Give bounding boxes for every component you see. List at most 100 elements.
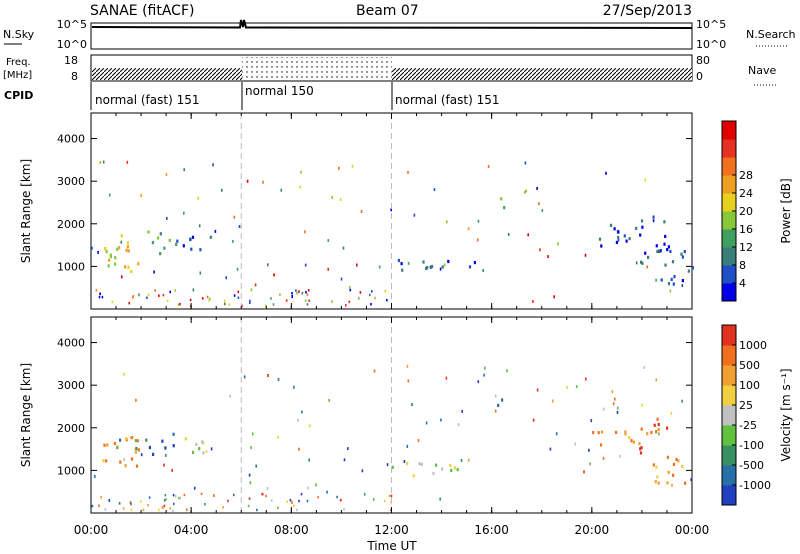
power-cell (349, 288, 352, 292)
freq-label-2: [MHz] (3, 70, 32, 81)
velocity-cell (638, 442, 641, 446)
velocity-cell (457, 423, 460, 427)
power-cell (128, 301, 131, 305)
power-cell (166, 216, 168, 220)
velocity-cell (666, 426, 669, 430)
velocity-cell (229, 394, 231, 398)
power-cell (345, 304, 347, 307)
velocity-cell (612, 402, 615, 406)
power-cell (273, 273, 275, 277)
velocity-cell (658, 432, 660, 436)
power-cell (647, 255, 650, 259)
velocity-cell (130, 435, 133, 440)
velocity-cell (249, 481, 252, 485)
power-cell (224, 302, 226, 306)
power-cell (179, 302, 181, 306)
power-cell (425, 266, 428, 270)
velocity-cell (195, 442, 198, 446)
power-cell (183, 211, 185, 215)
power-cell (241, 304, 243, 307)
velocity-cell (152, 452, 155, 456)
velocity-cell (200, 492, 203, 496)
velocity-y-tick-label: 2000 (57, 422, 85, 435)
power-colorbar-swatch (722, 247, 736, 266)
velocity-cell (555, 432, 558, 436)
power-cell (541, 209, 544, 212)
velocity-cell (135, 398, 137, 402)
power-cell (272, 303, 275, 306)
power-cell (641, 261, 644, 265)
velocity-cell (227, 499, 229, 503)
power-cell (400, 262, 403, 266)
plot-title: SANAE (fitACF) (90, 3, 194, 19)
power-cell (617, 238, 620, 242)
velocity-cell (450, 468, 453, 472)
power-cell (687, 269, 690, 273)
power-cell (503, 206, 506, 210)
velocity-cell (420, 462, 423, 466)
velocity-cell (361, 469, 364, 473)
power-cell (124, 265, 127, 269)
power-cell (140, 193, 142, 197)
velocity-cell (98, 504, 100, 507)
velocity-y-ticks: 1000 2000 3000 4000 (57, 337, 692, 477)
power-cell (101, 295, 104, 299)
power-cell (667, 282, 671, 286)
velocity-cell (286, 500, 288, 503)
velocity-cell (343, 458, 346, 462)
velocity-cell (599, 443, 603, 447)
velocity-cell (614, 397, 616, 401)
power-cell (660, 278, 663, 282)
velocity-cell (391, 465, 394, 469)
power-cell (176, 239, 179, 243)
power-cell (126, 160, 129, 164)
power-cell (225, 276, 227, 280)
velocity-cell (296, 508, 298, 512)
velocity-cell (119, 460, 122, 464)
velocity-cell (445, 376, 448, 380)
velocity-cell (328, 398, 330, 402)
velocity-cell (91, 504, 94, 508)
velocity-cell (267, 374, 269, 377)
velocity-cell (270, 499, 273, 502)
velocity-cell (441, 467, 444, 471)
power-cell (429, 265, 432, 269)
power-cell (658, 249, 661, 253)
power-cell (130, 269, 133, 274)
x-tick-label: 08:00 (274, 523, 309, 537)
power-cell (635, 261, 638, 265)
velocity-colorbar-swatch (722, 325, 736, 346)
x-tick-label: 12:00 (374, 523, 409, 537)
velocity-cell (291, 500, 293, 504)
velocity-cell (256, 508, 258, 512)
velocity-cell (616, 406, 619, 410)
power-cell (169, 290, 171, 294)
freq-band-3 (392, 68, 692, 80)
velocity-cell (301, 410, 303, 414)
velocity-cell (440, 418, 442, 422)
power-cell (441, 265, 444, 269)
velocity-cell (308, 458, 310, 462)
power-cell (111, 300, 114, 304)
velocity-cell (198, 447, 201, 451)
power-cell (524, 161, 527, 165)
velocity-cell (277, 435, 279, 439)
power-cell (407, 171, 409, 174)
nsearch-tick-top: 10^5 (696, 18, 726, 31)
cpid-segment-2: normal 150 (245, 84, 314, 98)
power-cell (339, 198, 342, 201)
velocity-cell (592, 431, 595, 435)
nsky-label: N.Sky (3, 28, 35, 41)
velocity-cell (113, 441, 116, 446)
power-cell (299, 185, 302, 189)
velocity-cell (666, 481, 669, 485)
power-cell (305, 291, 307, 294)
power-cell (656, 249, 659, 253)
velocity-cell (681, 465, 684, 469)
power-cell (174, 289, 177, 292)
x-tick-label: 00:00 (675, 523, 710, 537)
velocity-cell (102, 459, 105, 463)
power-cell (279, 293, 281, 296)
